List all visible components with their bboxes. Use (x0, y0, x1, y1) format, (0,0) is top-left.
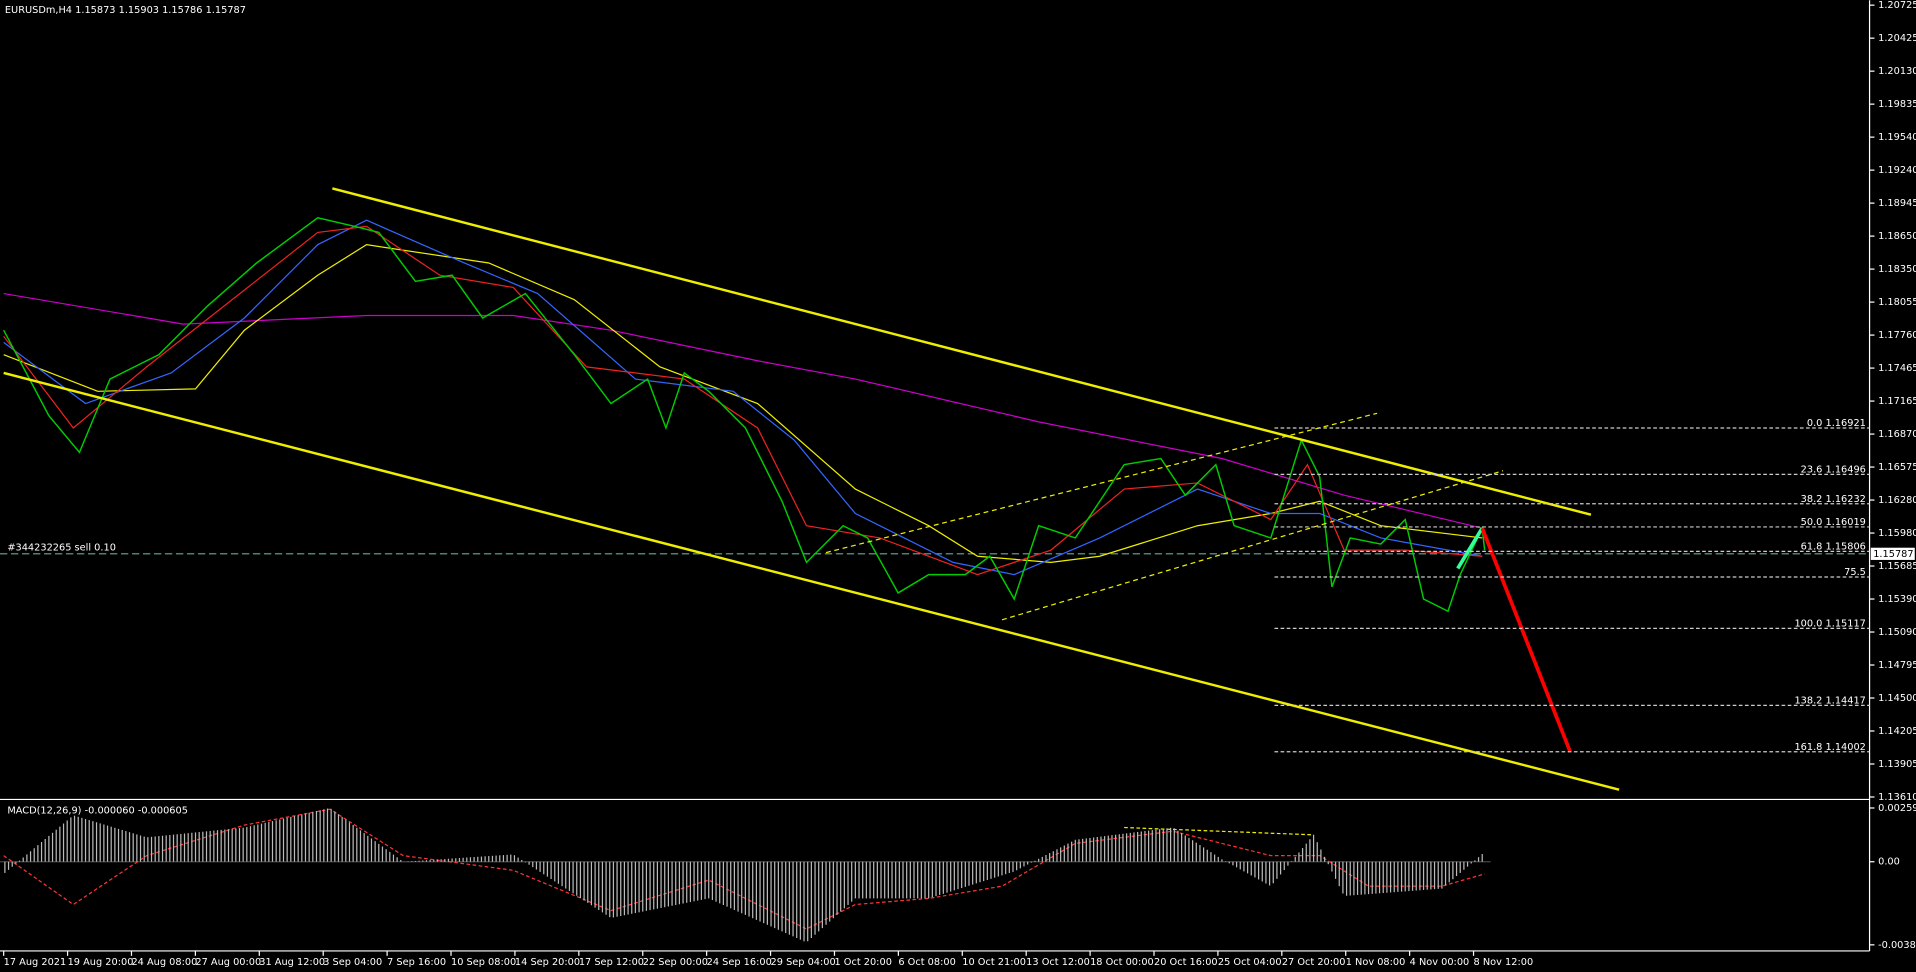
price-label: 1.20725 (1878, 0, 1916, 11)
price-label: 1.17465 (1878, 363, 1916, 374)
time-label: 14 Sep 20:00 (515, 957, 580, 968)
fib-label: 100.0 1.15117 (1794, 618, 1865, 629)
time-label: 1 Nov 08:00 (1346, 957, 1406, 968)
channel-lower (3, 371, 1620, 791)
order-label: #344232265 sell 0.10 (7, 543, 116, 554)
time-label: 24 Aug 08:00 (131, 957, 197, 968)
fib-label: 0.0 1.16921 (1807, 418, 1866, 429)
ma-mid (3, 244, 1483, 563)
price-label: 1.19540 (1878, 132, 1916, 143)
ma-blue (3, 219, 1483, 576)
small-channel-lower (1001, 470, 1504, 621)
price-label: 1.20130 (1878, 66, 1916, 77)
time-label: 24 Sep 16:00 (707, 957, 772, 968)
fib-label: 23.6 1.16496 (1801, 465, 1866, 476)
fib-label: 38.2 1.16232 (1801, 494, 1866, 505)
time-label: 27 Oct 20:00 (1282, 957, 1346, 968)
time-label: 10 Sep 08:00 (451, 957, 516, 968)
ma-long (3, 292, 1483, 529)
price-label: 1.15980 (1878, 528, 1916, 539)
forecast-arrow (1480, 527, 1572, 753)
time-label: 19 Aug 20:00 (68, 957, 134, 968)
price-label: 1.20425 (1878, 33, 1916, 44)
price-label: 1.16870 (1878, 429, 1916, 440)
current-price-box (1870, 547, 1915, 560)
price-label: 1.13610 (1878, 792, 1916, 803)
time-label: 22 Sep 00:00 (643, 957, 708, 968)
time-label: 8 Nov 12:00 (1474, 957, 1534, 968)
fib-label: 161.8 1.14002 (1794, 742, 1865, 753)
price-label: 1.18945 (1878, 198, 1916, 209)
wave-up (1456, 527, 1484, 570)
time-label: 4 Nov 00:00 (1410, 957, 1470, 968)
time-label: 13 Oct 12:00 (1026, 957, 1090, 968)
time-label: 7 Sep 16:00 (387, 957, 446, 968)
macd-signal (3, 808, 1485, 930)
time-label: 1 Oct 20:00 (834, 957, 891, 968)
channel-upper (332, 187, 1592, 516)
price-line (3, 216, 1486, 613)
price-label: 1.17165 (1878, 396, 1916, 407)
time-label: 17 Sep 12:00 (579, 957, 644, 968)
price-label: 1.17760 (1878, 330, 1916, 341)
price-label: 1.14205 (1878, 726, 1916, 737)
price-label: 1.19240 (1878, 165, 1916, 176)
macd-histogram (4, 808, 1483, 942)
time-label: 3 Sep 04:00 (323, 957, 382, 968)
price-label: 1.13905 (1878, 759, 1916, 770)
macd-axis-label: -0.003829 (1878, 940, 1916, 951)
fib-label: 75.5 (1844, 567, 1866, 578)
price-label: 1.14795 (1878, 660, 1916, 671)
time-label: 31 Aug 12:00 (259, 957, 325, 968)
price-label: 1.15390 (1878, 594, 1916, 605)
fib-label: 50.0 1.16019 (1801, 517, 1866, 528)
macd-axis-label: 0.00 (1878, 857, 1900, 868)
price-label: 1.19835 (1878, 99, 1916, 110)
fib-label: 138.2 1.14417 (1794, 695, 1865, 706)
chart-header: EURUSDm,H4 1.15873 1.15903 1.15786 1.157… (5, 5, 246, 16)
time-label: 10 Oct 21:00 (962, 957, 1026, 968)
price-label: 1.16575 (1878, 462, 1916, 473)
macd-label: MACD(12,26,9) -0.000060 -0.000605 (7, 805, 188, 816)
price-label: 1.18055 (1878, 297, 1916, 308)
price-label: 1.18350 (1878, 264, 1916, 275)
small-channel-upper (825, 412, 1378, 554)
price-label: 1.16280 (1878, 495, 1916, 506)
macd-divergence (1124, 826, 1314, 836)
price-label: 1.15685 (1878, 561, 1916, 572)
price-label: 1.15090 (1878, 627, 1916, 638)
ma-red (3, 225, 1483, 576)
time-label: 20 Oct 16:00 (1154, 957, 1218, 968)
time-label: 25 Oct 04:00 (1218, 957, 1282, 968)
current-price: 1.15787 (1873, 549, 1913, 560)
price-label: 1.14500 (1878, 693, 1916, 704)
time-label: 29 Sep 04:00 (771, 957, 836, 968)
time-label: 18 Oct 00:00 (1090, 957, 1154, 968)
fibonacci: 0.0 1.16921 23.6 1.16496 38.2 1.16232 50.0 … (1274, 418, 1870, 753)
time-label: 6 Oct 08:00 (898, 957, 955, 968)
fib-label: 61.8 1.15806 (1801, 541, 1866, 552)
time-label: 27 Aug 00:00 (195, 957, 261, 968)
time-label: 17 Aug 2021 (4, 957, 67, 968)
price-label: 1.18650 (1878, 231, 1916, 242)
macd-axis-label: 0.002598 (1878, 803, 1916, 814)
